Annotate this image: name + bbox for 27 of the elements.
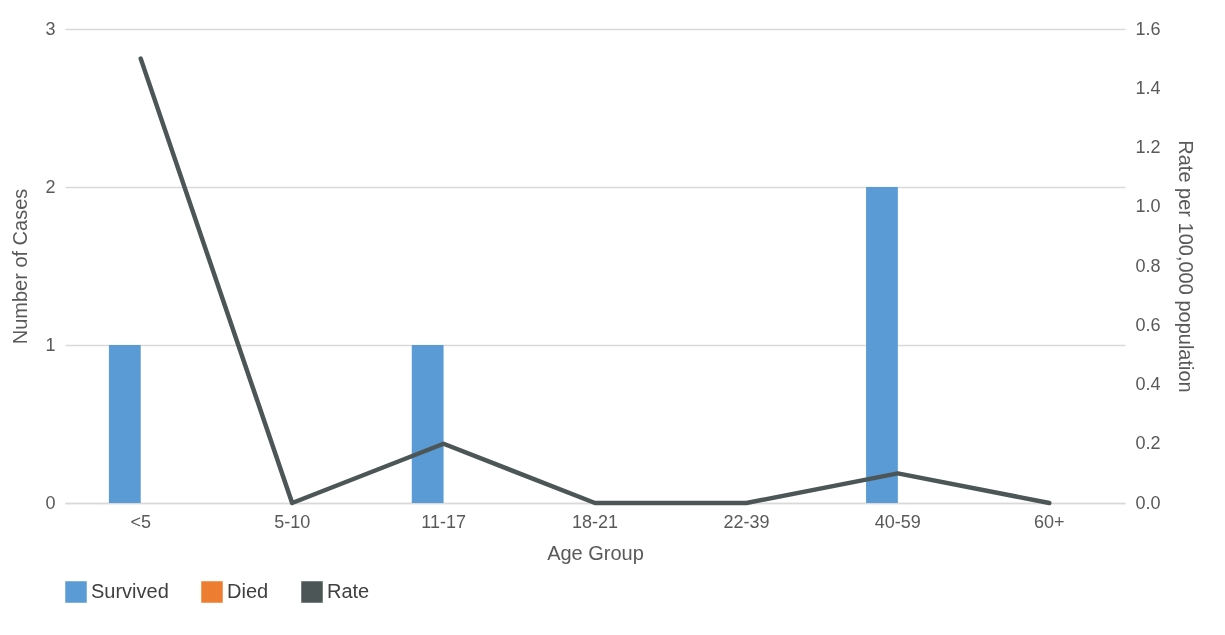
y2-tick-label: 1.4 [1135, 77, 1161, 98]
x-tick-label: 18-21 [571, 511, 619, 532]
x-tick-label: <5 [130, 511, 151, 532]
y-tick-label: 0 [45, 492, 56, 513]
y-tick-label: 2 [45, 176, 56, 197]
y-tick-label: 1 [45, 334, 56, 355]
legend-label: Rate [327, 580, 370, 602]
legend-label: Died [227, 580, 269, 602]
y2-tick-label: 0.4 [1135, 374, 1161, 394]
legend-label: Survived [91, 580, 169, 602]
y2-tick-label: 1.0 [1135, 196, 1161, 217]
y-tick-label: 3 [45, 18, 56, 39]
y-axis-title: Number of Cases [9, 188, 32, 345]
x-tick-label: 11-17 [421, 511, 466, 532]
y2-tick-label: 0.2 [1135, 433, 1161, 454]
line-series [138, 56, 1052, 506]
y2-tick-label: 0.0 [1135, 492, 1161, 513]
y2-tick-label: 0.8 [1135, 255, 1161, 276]
x-tick-label: 40-59 [874, 511, 921, 532]
x-tick-label: 60+ [1034, 511, 1065, 532]
y2-tick-label: 1.2 [1135, 137, 1161, 157]
y2-tick-label: 1.6 [1135, 18, 1161, 39]
x-tick-label: 5-10 [274, 511, 311, 532]
x-tick-label: 22-39 [723, 511, 770, 532]
y2-tick-label: 0.6 [1135, 314, 1161, 335]
x-axis-title: Age Group [547, 541, 644, 564]
y2-axis-title: Rate per 100,000 population [1174, 140, 1197, 393]
